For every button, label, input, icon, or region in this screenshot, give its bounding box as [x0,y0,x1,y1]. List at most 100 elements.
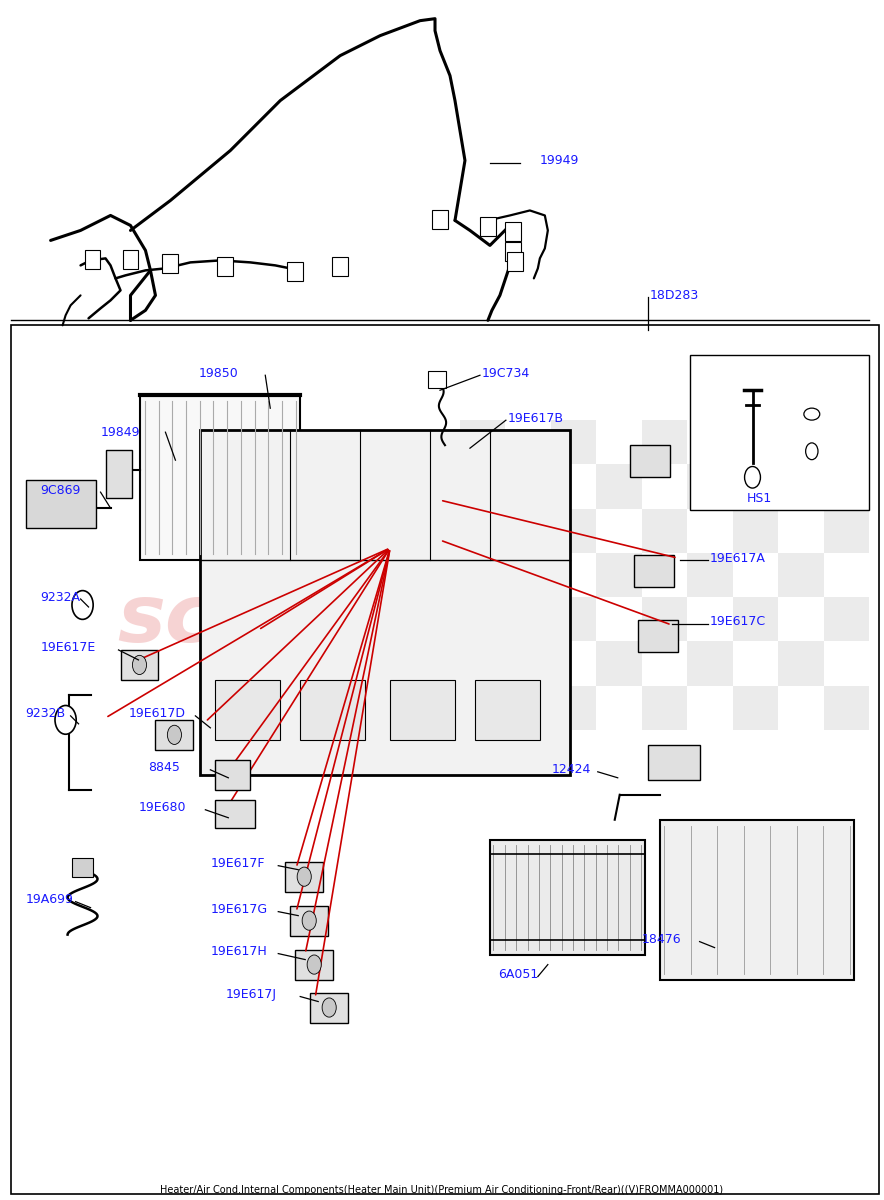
Bar [688,553,733,598]
Bar [480,217,496,236]
Bar [163,254,179,274]
Text: 19E617A: 19E617A [710,552,766,564]
Circle shape [302,911,316,930]
Bar [301,680,365,740]
Text: 19E617H: 19E617H [210,946,267,958]
Bar [11,325,880,1194]
Circle shape [805,443,818,460]
Text: 19E617F: 19E617F [210,857,265,870]
Text: 19E617J: 19E617J [225,988,277,1001]
Bar [642,509,688,553]
Bar [286,862,324,892]
Bar [26,480,96,528]
Bar [506,553,551,598]
Bar [460,598,506,641]
Bar [290,906,328,936]
Text: HS1: HS1 [747,492,772,505]
Bar [295,949,333,979]
Bar [551,420,597,464]
Bar [597,464,642,509]
Bar [690,355,869,510]
Text: 19E617G: 19E617G [210,904,268,916]
Bar [460,685,506,730]
Ellipse shape [804,408,819,420]
Text: 18D283: 18D283 [650,289,699,302]
Bar [659,820,854,979]
Bar [460,420,506,464]
Circle shape [307,955,321,974]
Bar [824,685,869,730]
Text: 19A699: 19A699 [26,893,73,906]
Text: 19850: 19850 [198,367,238,379]
Bar [507,252,522,271]
Circle shape [55,706,76,734]
Bar [123,250,139,269]
Bar [551,509,597,553]
Bar [629,445,670,478]
Bar [460,509,506,553]
Bar [733,420,778,464]
Bar [332,257,348,276]
Bar [551,685,597,730]
Bar [551,598,597,641]
Bar [642,685,688,730]
Bar [201,430,570,775]
Bar [778,464,824,509]
Bar [216,799,255,828]
Bar [824,509,869,553]
Text: 19E680: 19E680 [139,802,186,815]
Bar [216,760,250,790]
Bar [475,680,540,740]
Bar [428,372,446,389]
Circle shape [133,655,147,674]
Bar [141,395,301,560]
Bar [287,262,303,281]
Bar [505,242,521,262]
Circle shape [744,467,760,488]
Circle shape [297,868,311,887]
Bar [688,641,733,685]
Text: 6A051: 6A051 [498,968,538,982]
Text: 12424: 12424 [552,763,591,776]
Bar [648,745,699,780]
Bar [310,992,348,1022]
Bar [120,650,158,680]
Text: 19E617E: 19E617E [41,642,95,654]
Circle shape [167,725,181,744]
Bar [72,858,93,877]
Bar [634,556,674,587]
Text: 18476: 18476 [642,934,682,946]
Text: 9232B: 9232B [26,707,65,720]
Bar [733,685,778,730]
Text: Heater/Air Cond.Internal Components(Heater Main Unit)(Premium Air Conditioning-F: Heater/Air Cond.Internal Components(Heat… [160,1184,724,1194]
Bar [156,720,194,750]
Circle shape [72,590,93,619]
Text: 19E617D: 19E617D [128,707,186,720]
Text: 19E617C: 19E617C [710,616,766,629]
Text: 19E617B: 19E617B [508,412,564,425]
Bar [778,553,824,598]
Bar [217,257,233,276]
Bar [390,680,455,740]
Text: 8845: 8845 [149,761,180,774]
Text: 19849: 19849 [101,426,140,439]
Bar [597,553,642,598]
Bar [733,598,778,641]
Bar [733,509,778,553]
Text: scuderia: scuderia [117,581,504,659]
Bar [824,420,869,464]
Bar [506,464,551,509]
Bar [824,598,869,641]
Bar [778,641,824,685]
Text: 9C869: 9C869 [41,484,81,497]
Text: 19949: 19949 [540,154,579,167]
Bar [85,250,101,269]
Bar [490,840,644,954]
Bar [642,598,688,641]
Bar [105,450,132,498]
Bar [432,210,448,229]
Bar [597,641,642,685]
Text: 19C734: 19C734 [482,367,530,379]
Bar [506,641,551,685]
Bar [642,420,688,464]
